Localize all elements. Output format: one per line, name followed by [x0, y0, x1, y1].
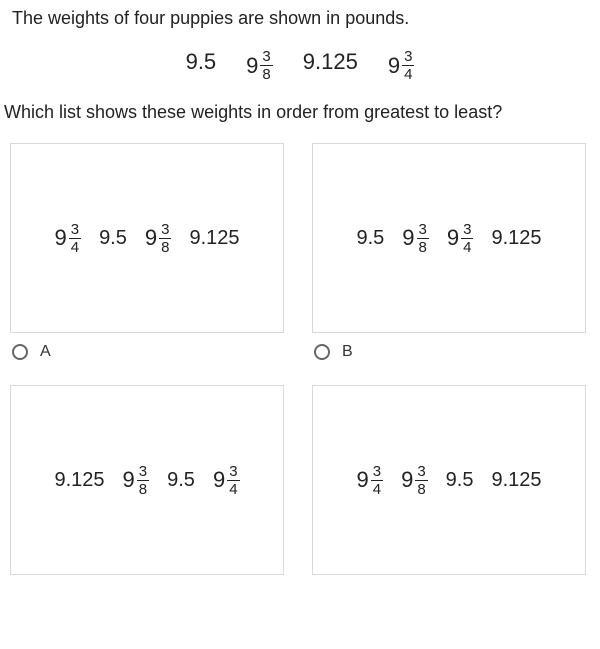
option-block: 9349389.59.125 [312, 385, 586, 575]
decimal-value: 9.5 [446, 469, 474, 492]
option-block: 9349.59389.125A [10, 143, 284, 367]
whole-part: 9 [401, 467, 413, 493]
option-block: 9.59389349.125B [312, 143, 586, 367]
decimal-value: 9.125 [491, 227, 541, 250]
whole-part: 9 [213, 467, 225, 493]
fraction-part: 34 [402, 49, 414, 82]
numerator: 3 [371, 464, 383, 479]
whole-part: 9 [356, 467, 368, 493]
whole-part: 9 [123, 467, 135, 493]
whole-part: 9 [447, 225, 459, 251]
options-grid: 9349.59389.125A9.59389349.125B9.1259389.… [0, 133, 600, 575]
numerator: 3 [260, 49, 272, 64]
denominator: 4 [227, 482, 239, 497]
mixed-number: 934 [356, 464, 383, 497]
denominator: 4 [402, 67, 414, 82]
mixed-number: 934 [213, 464, 240, 497]
mixed-number: 938 [402, 222, 429, 255]
decimal-value: 9.125 [491, 469, 541, 492]
denominator: 8 [137, 482, 149, 497]
option-values-row: 9349.59389.125 [48, 222, 245, 255]
denominator: 8 [260, 67, 272, 82]
mixed-number: 938 [145, 222, 172, 255]
option-label: B [342, 343, 353, 361]
fraction-part: 38 [159, 222, 171, 255]
whole-part: 9 [145, 225, 157, 251]
numerator: 3 [137, 464, 149, 479]
decimal-value: 9.5 [186, 49, 217, 82]
numerator: 3 [461, 222, 473, 237]
fraction-part: 34 [69, 222, 81, 255]
denominator: 4 [371, 482, 383, 497]
denominator: 4 [461, 240, 473, 255]
numerator: 3 [69, 222, 81, 237]
question-text: Which list shows these weights in order … [0, 96, 600, 133]
numerator: 3 [402, 49, 414, 64]
whole-part: 9 [402, 225, 414, 251]
numerator: 3 [415, 464, 427, 479]
mixed-number: 938 [123, 464, 150, 497]
option-card[interactable]: 9.1259389.5934 [10, 385, 284, 575]
denominator: 8 [159, 240, 171, 255]
mixed-number: 934 [388, 49, 415, 82]
denominator: 8 [417, 240, 429, 255]
numerator: 3 [417, 222, 429, 237]
option-label: A [40, 343, 51, 361]
mixed-number: 934 [54, 222, 81, 255]
mixed-number: 938 [246, 49, 273, 82]
decimal-value: 9.5 [356, 227, 384, 250]
numerator: 3 [227, 464, 239, 479]
fraction-part: 38 [415, 464, 427, 497]
decimal-value: 9.125 [54, 469, 104, 492]
radio-button[interactable] [314, 344, 330, 360]
option-values-row: 9.1259389.5934 [48, 464, 245, 497]
denominator: 4 [69, 240, 81, 255]
option-card[interactable]: 9349.59389.125 [10, 143, 284, 333]
decimal-value: 9.125 [303, 49, 358, 82]
option-card[interactable]: 9349389.59.125 [312, 385, 586, 575]
fraction-part: 38 [260, 49, 272, 82]
prompt-text: The weights of four puppies are shown in… [0, 0, 600, 35]
whole-part: 9 [54, 225, 66, 251]
decimal-value: 9.125 [189, 227, 239, 250]
fraction-part: 34 [371, 464, 383, 497]
option-label-row[interactable]: B [312, 333, 586, 367]
denominator: 8 [415, 482, 427, 497]
radio-button[interactable] [12, 344, 28, 360]
decimal-value: 9.5 [167, 469, 195, 492]
given-values-row: 9.59389.125934 [0, 35, 600, 96]
mixed-number: 938 [401, 464, 428, 497]
mixed-number: 934 [447, 222, 474, 255]
decimal-value: 9.5 [99, 227, 127, 250]
fraction-part: 34 [461, 222, 473, 255]
whole-part: 9 [388, 53, 400, 79]
option-values-row: 9349389.59.125 [350, 464, 547, 497]
numerator: 3 [159, 222, 171, 237]
option-card[interactable]: 9.59389349.125 [312, 143, 586, 333]
option-label-row[interactable]: A [10, 333, 284, 367]
option-values-row: 9.59389349.125 [350, 222, 547, 255]
fraction-part: 34 [227, 464, 239, 497]
option-block: 9.1259389.5934 [10, 385, 284, 575]
whole-part: 9 [246, 53, 258, 79]
fraction-part: 38 [417, 222, 429, 255]
fraction-part: 38 [137, 464, 149, 497]
